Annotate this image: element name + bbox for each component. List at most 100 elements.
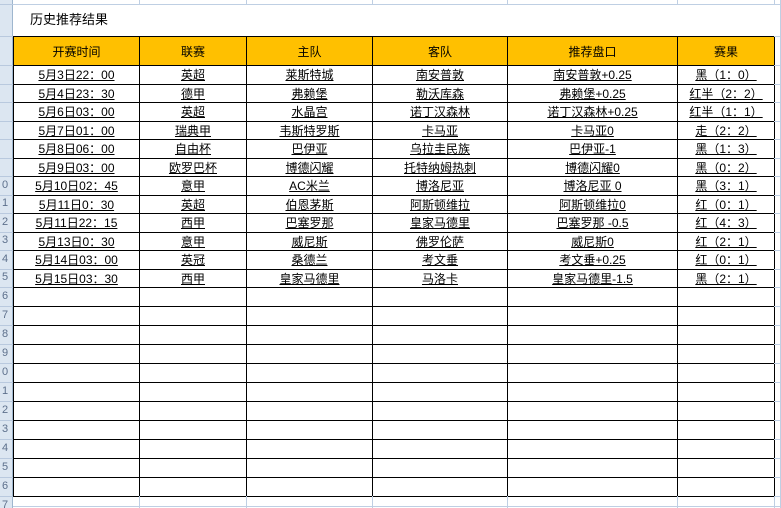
cell-time[interactable]: 5月8日06：00 <box>13 139 140 159</box>
cell-time[interactable]: 5月14日03：00 <box>13 250 140 270</box>
empty-cell[interactable] <box>372 420 508 440</box>
cell-league[interactable]: 英冠 <box>139 250 247 270</box>
empty-cell[interactable] <box>139 287 247 307</box>
empty-cell[interactable] <box>372 401 508 421</box>
cell-away-team[interactable]: 南安普敦 <box>372 65 508 85</box>
empty-cell[interactable] <box>246 382 373 402</box>
empty-cell[interactable] <box>372 306 508 326</box>
cell-league[interactable]: 西甲 <box>139 213 247 233</box>
cell-time[interactable]: 5月15日03：30 <box>13 268 140 288</box>
empty-cell[interactable] <box>507 458 678 478</box>
cell-time[interactable]: 5月13日0：30 <box>13 231 140 251</box>
cell-home-team[interactable]: 博德闪耀 <box>246 157 373 177</box>
cell-handicap[interactable]: 博德闪耀0 <box>507 157 678 177</box>
cell-handicap[interactable]: 博洛尼亚 0 <box>507 176 678 196</box>
cell-time[interactable]: 5月3日22：00 <box>13 65 140 85</box>
empty-cell[interactable] <box>246 306 373 326</box>
cell-home-team[interactable]: 莱斯特城 <box>246 65 373 85</box>
cell-away-team[interactable]: 考文垂 <box>372 250 508 270</box>
cell-league[interactable]: 西甲 <box>139 268 247 288</box>
empty-cell[interactable] <box>677 287 775 307</box>
cell-home-team[interactable]: 皇家马德里 <box>246 268 373 288</box>
cell-time[interactable]: 5月10日02：45 <box>13 176 140 196</box>
empty-cell[interactable] <box>507 439 678 459</box>
cell-league[interactable]: 英超 <box>139 65 247 85</box>
empty-cell[interactable] <box>13 363 140 383</box>
column-header[interactable]: 推荐盘口 <box>507 36 678 66</box>
cell-result[interactable]: 红（0：1） <box>677 194 775 214</box>
cell-league[interactable]: 英超 <box>139 102 247 122</box>
empty-cell[interactable] <box>372 363 508 383</box>
cell-handicap[interactable]: 巴塞罗那 -0.5 <box>507 213 678 233</box>
sheet-title[interactable]: 历史推荐结果 <box>30 12 109 27</box>
empty-cell[interactable] <box>13 420 140 440</box>
cell-home-team[interactable]: AC米兰 <box>246 176 373 196</box>
cell-handicap[interactable]: 阿斯顿维拉0 <box>507 194 678 214</box>
column-header[interactable]: 联赛 <box>139 36 247 66</box>
cell-time[interactable]: 5月7日01：00 <box>13 120 140 140</box>
empty-cell[interactable] <box>677 458 775 478</box>
empty-cell[interactable] <box>13 439 140 459</box>
empty-cell[interactable] <box>507 401 678 421</box>
cell-home-team[interactable]: 威尼斯 <box>246 231 373 251</box>
empty-cell[interactable] <box>372 458 508 478</box>
empty-cell[interactable] <box>246 344 373 364</box>
empty-cell[interactable] <box>139 306 247 326</box>
cell-away-team[interactable]: 博洛尼亚 <box>372 176 508 196</box>
cell-result[interactable]: 红半（1：1） <box>677 102 775 122</box>
empty-cell[interactable] <box>507 287 678 307</box>
cell-time[interactable]: 5月11日0：30 <box>13 194 140 214</box>
column-header[interactable]: 主队 <box>246 36 373 66</box>
cell-result[interactable]: 黑（3：1） <box>677 176 775 196</box>
empty-cell[interactable] <box>246 363 373 383</box>
cell-away-team[interactable]: 诺丁汉森林 <box>372 102 508 122</box>
cell-away-team[interactable]: 勒沃库森 <box>372 83 508 103</box>
empty-cell[interactable] <box>507 363 678 383</box>
cell-time[interactable]: 5月6日03：00 <box>13 102 140 122</box>
empty-cell[interactable] <box>372 439 508 459</box>
cell-result[interactable]: 走（2：2） <box>677 120 775 140</box>
empty-cell[interactable] <box>507 306 678 326</box>
cell-result[interactable]: 红（2：1） <box>677 231 775 251</box>
empty-cell[interactable] <box>677 325 775 345</box>
cell-home-team[interactable]: 巴塞罗那 <box>246 213 373 233</box>
empty-cell[interactable] <box>246 458 373 478</box>
empty-cell[interactable] <box>13 287 140 307</box>
empty-cell[interactable] <box>372 344 508 364</box>
empty-cell[interactable] <box>677 439 775 459</box>
cell-handicap[interactable]: 威尼斯0 <box>507 231 678 251</box>
empty-cell[interactable] <box>507 420 678 440</box>
cell-result[interactable]: 红（0：1） <box>677 250 775 270</box>
cell-result[interactable]: 黑（2：1） <box>677 268 775 288</box>
empty-cell[interactable] <box>677 420 775 440</box>
cell-away-team[interactable]: 佛罗伦萨 <box>372 231 508 251</box>
cell-away-team[interactable]: 阿斯顿维拉 <box>372 194 508 214</box>
cell-handicap[interactable]: 弗赖堡+0.25 <box>507 83 678 103</box>
column-header[interactable]: 客队 <box>372 36 508 66</box>
cell-home-team[interactable]: 伯恩茅斯 <box>246 194 373 214</box>
empty-cell[interactable] <box>139 439 247 459</box>
empty-cell[interactable] <box>13 306 140 326</box>
cell-league[interactable]: 德甲 <box>139 83 247 103</box>
cell-result[interactable]: 黑（0：2） <box>677 157 775 177</box>
cell-time[interactable]: 5月4日23：30 <box>13 83 140 103</box>
cell-league[interactable]: 意甲 <box>139 176 247 196</box>
empty-cell[interactable] <box>677 401 775 421</box>
empty-cell[interactable] <box>139 420 247 440</box>
empty-cell[interactable] <box>677 382 775 402</box>
cell-league[interactable]: 意甲 <box>139 231 247 251</box>
cell-home-team[interactable]: 韦斯特罗斯 <box>246 120 373 140</box>
cell-home-team[interactable]: 弗赖堡 <box>246 83 373 103</box>
empty-cell[interactable] <box>246 420 373 440</box>
empty-cell[interactable] <box>139 458 247 478</box>
empty-cell[interactable] <box>372 477 508 497</box>
empty-cell[interactable] <box>13 477 140 497</box>
cell-away-team[interactable]: 卡马亚 <box>372 120 508 140</box>
cell-result[interactable]: 红（4：3） <box>677 213 775 233</box>
empty-cell[interactable] <box>246 325 373 345</box>
empty-cell[interactable] <box>507 477 678 497</box>
cell-home-team[interactable]: 巴伊亚 <box>246 139 373 159</box>
empty-cell[interactable] <box>13 458 140 478</box>
cell-result[interactable]: 红半（2：2） <box>677 83 775 103</box>
empty-cell[interactable] <box>246 439 373 459</box>
